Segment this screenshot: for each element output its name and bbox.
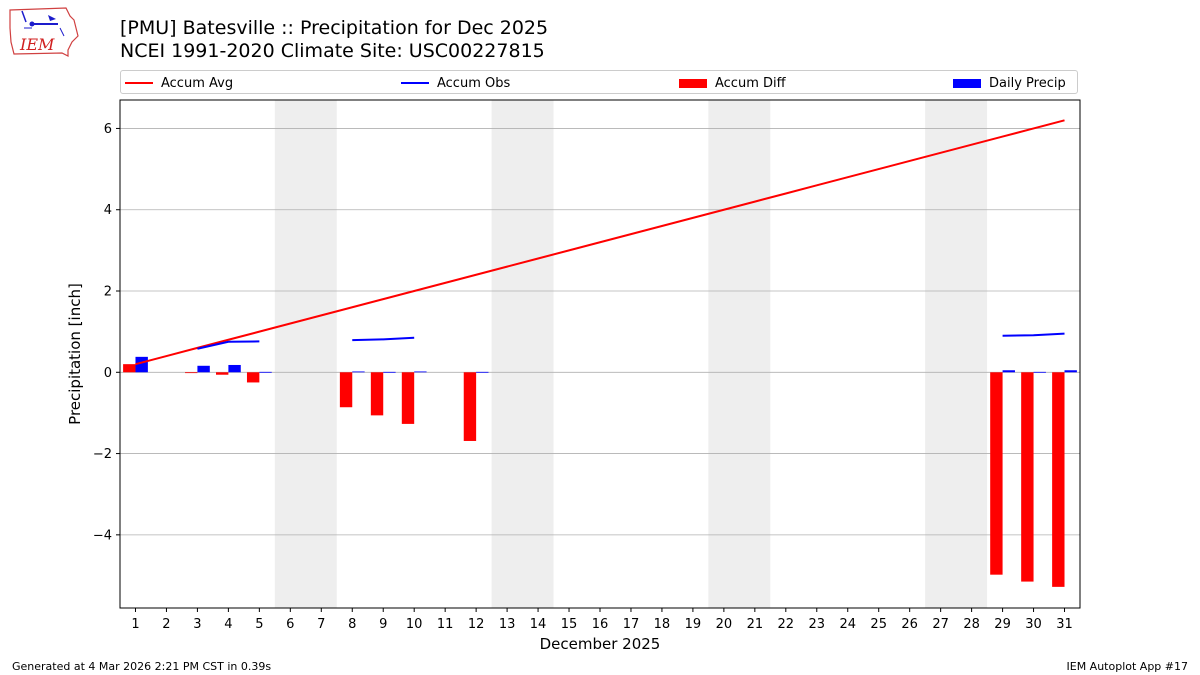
weekend-band [491, 100, 554, 608]
bar-accum-diff [185, 372, 198, 374]
bar-accum-diff [1052, 372, 1065, 587]
x-tick-label: 27 [932, 617, 949, 632]
weekend-band [925, 100, 988, 608]
line-accum-obs [352, 336, 415, 342]
line-accum-avg [135, 119, 1065, 366]
bar-daily-precip [228, 364, 241, 373]
x-tick-label: 5 [255, 617, 263, 632]
bar-accum-diff [1021, 372, 1034, 582]
bar-daily-precip [197, 365, 210, 373]
bar-daily-precip [414, 371, 427, 373]
legend-swatch-accum-avg [125, 82, 153, 84]
x-tick-label: 25 [870, 617, 887, 632]
x-tick-label: 16 [592, 617, 609, 632]
legend-label-accum-obs: Accum Obs [437, 75, 511, 91]
y-tick-label: 4 [104, 203, 112, 218]
x-tick-label: 13 [499, 617, 516, 632]
bar-accum-diff [123, 364, 136, 373]
x-tick-label: 14 [530, 617, 547, 632]
x-tick-label: 22 [778, 617, 795, 632]
bar-accum-diff [401, 372, 415, 424]
y-tick-label: 6 [104, 122, 112, 137]
x-tick-label: 7 [317, 617, 325, 632]
x-tick-label: 23 [809, 617, 826, 632]
x-tick-label: 30 [1025, 617, 1042, 632]
x-tick-label: 26 [901, 617, 918, 632]
x-tick-label: 15 [561, 617, 578, 632]
y-axis-label: Precipitation [inch] [66, 283, 84, 425]
x-tick-label: 31 [1056, 617, 1073, 632]
bar-daily-precip [1033, 371, 1046, 373]
y-tick-label: 0 [104, 366, 112, 381]
x-tick-label: 9 [379, 617, 387, 632]
x-tick-label: 18 [654, 617, 671, 632]
x-tick-label: 29 [994, 617, 1011, 632]
footer-app: IEM Autoplot App #17 [1066, 660, 1189, 673]
x-tick-label: 6 [286, 617, 294, 632]
legend-item-accum-obs: Accum Obs [401, 71, 510, 95]
y-tick-label: 2 [104, 285, 112, 300]
x-tick-label: 1 [131, 617, 139, 632]
weekend-shading [274, 100, 988, 608]
legend-swatch-accum-obs [401, 82, 429, 84]
line-accum-obs [197, 340, 260, 350]
legend-label-accum-avg: Accum Avg [161, 75, 234, 91]
logo-text: IEM [19, 35, 55, 54]
y-tick-label: −4 [93, 528, 112, 543]
legend-item-daily-precip: Daily Precip [953, 71, 1066, 95]
x-tick-label: 2 [162, 617, 170, 632]
bars [123, 356, 1077, 587]
legend-label-accum-diff: Accum Diff [715, 75, 786, 91]
bar-daily-precip [352, 371, 365, 373]
footer-generated: Generated at 4 Mar 2026 2:21 PM CST in 0… [12, 660, 272, 673]
bar-daily-precip [1002, 370, 1015, 373]
bar-daily-precip [476, 371, 489, 373]
x-tick-label: 10 [406, 617, 423, 632]
x-tick-label: 12 [468, 617, 485, 632]
bar-accum-diff [339, 372, 353, 408]
line-accum-obs [1002, 332, 1065, 337]
x-tick-label: 4 [224, 617, 232, 632]
weekend-band [274, 100, 337, 608]
bar-accum-diff [246, 372, 260, 383]
bar-daily-precip [259, 371, 272, 373]
chart-title: [PMU] Batesville :: Precipitation for De… [120, 17, 549, 39]
legend-item-accum-avg: Accum Avg [125, 71, 233, 95]
x-tick-label: 21 [747, 617, 764, 632]
chart-subtitle: NCEI 1991-2020 Climate Site: USC00227815 [120, 40, 545, 62]
x-axis-label: December 2025 [540, 635, 661, 653]
y-tick-label: −2 [93, 447, 112, 462]
legend-swatch-accum-diff [679, 78, 707, 88]
weekend-band [708, 100, 771, 608]
x-tick-label: 17 [623, 617, 640, 632]
iem-logo-icon: IEM [9, 7, 79, 57]
legend-label-daily-precip: Daily Precip [989, 75, 1066, 91]
legend-swatch-daily-precip [953, 78, 981, 88]
bar-daily-precip [1064, 370, 1077, 373]
x-tick-label: 3 [193, 617, 201, 632]
legend-item-accum-diff: Accum Diff [679, 71, 786, 95]
bar-accum-diff [370, 372, 384, 416]
bar-daily-precip [383, 371, 396, 373]
x-tick-label: 19 [685, 617, 702, 632]
grid-lines [120, 128, 1080, 536]
x-tick-label: 11 [437, 617, 454, 632]
x-tick-label: 24 [839, 617, 856, 632]
x-tick-label: 20 [716, 617, 733, 632]
x-tick-label: 8 [348, 617, 356, 632]
bar-accum-diff [463, 372, 477, 441]
chart-legend: Accum Avg Accum Obs Accum Diff Daily Pre… [120, 70, 1078, 94]
x-tick-label: 28 [963, 617, 980, 632]
bar-accum-diff [990, 372, 1003, 575]
lines [135, 119, 1065, 366]
bar-accum-diff [216, 372, 229, 375]
